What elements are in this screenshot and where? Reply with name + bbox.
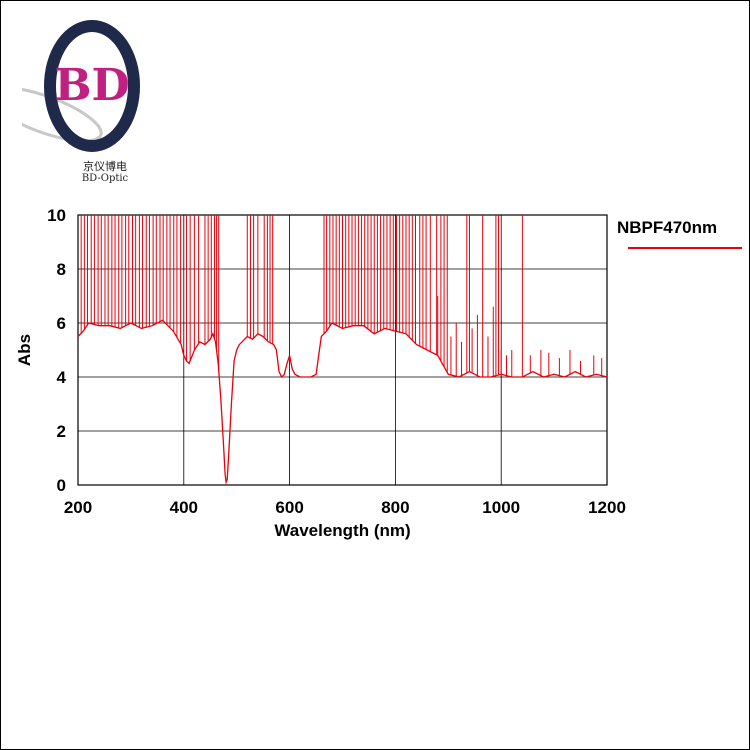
- y-tick-label: 6: [57, 314, 66, 333]
- series-line-nbpf470nm: [77, 319, 608, 485]
- bd-optic-logo: BD: [22, 20, 140, 152]
- x-tick-label: 1200: [588, 498, 626, 517]
- y-tick-labels: 0 2 4 6 8 10: [47, 206, 66, 495]
- x-tick-labels: 200 400 600 800 1000 1200: [64, 498, 626, 517]
- series-group: [77, 215, 608, 485]
- x-tick-label: 200: [64, 498, 92, 517]
- y-tick-label: 4: [57, 368, 67, 387]
- logo-text: BD: [54, 60, 129, 111]
- brand-name-en: BD-Optic: [81, 173, 129, 184]
- x-tick-label: 400: [170, 498, 198, 517]
- y-tick-label: 10: [47, 206, 66, 225]
- x-axis-label: Wavelength (nm): [274, 521, 410, 540]
- brand-name-cn: 京仪博电: [83, 160, 127, 173]
- y-tick-label: 8: [57, 260, 66, 279]
- x-tick-label: 800: [381, 498, 409, 517]
- y-tick-label: 0: [57, 476, 66, 495]
- y-axis-label: Abs: [15, 334, 34, 366]
- legend-label: NBPF470nm: [617, 218, 717, 237]
- y-tick-label: 2: [57, 422, 66, 441]
- x-tick-label: 1000: [482, 498, 520, 517]
- x-tick-label: 600: [275, 498, 303, 517]
